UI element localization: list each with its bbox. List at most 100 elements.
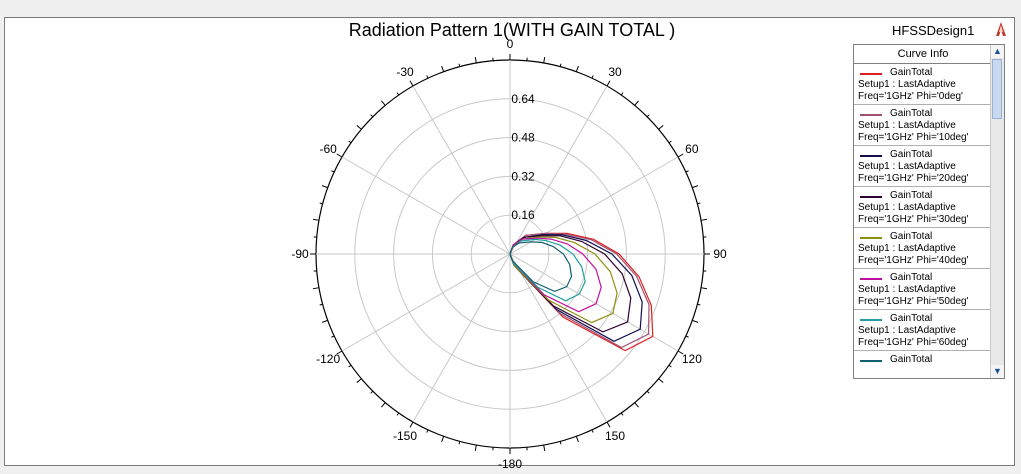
angle-tick-label: 150 — [605, 429, 625, 443]
legend-entry[interactable]: GainTotal — [854, 351, 992, 378]
radial-tick-label: 0.48 — [511, 131, 535, 145]
angle-tick — [606, 80, 611, 87]
scroll-down-icon[interactable]: ▼ — [991, 365, 1004, 378]
grid-spoke — [412, 253, 511, 423]
legend-entry-name: GainTotal — [890, 354, 933, 365]
angle-tick — [458, 63, 461, 67]
angle-tick — [441, 436, 445, 443]
angle-tick — [677, 153, 684, 158]
angle-tick — [319, 202, 323, 205]
angle-tick — [348, 140, 352, 144]
angle-tick — [409, 80, 414, 87]
angle-tick — [474, 56, 477, 64]
legend-entry-name: GainTotal — [890, 313, 933, 324]
legend-entry-setup: Setup1 : LastAdaptive — [858, 284, 956, 295]
angle-tick-label: 0 — [507, 37, 514, 51]
angle-tick — [677, 350, 684, 355]
legend-entry-setup: Setup1 : LastAdaptive — [858, 243, 956, 254]
angle-tick-label: -180 — [498, 457, 522, 471]
angle-tick — [356, 378, 362, 383]
angle-tick — [543, 56, 546, 64]
angle-tick-label: -90 — [291, 247, 309, 261]
angle-tick — [370, 114, 374, 118]
angle-tick-label: -150 — [393, 429, 417, 443]
angle-tick — [646, 390, 650, 394]
pattern-series-line — [509, 235, 632, 333]
grid-spoke — [412, 85, 511, 255]
legend-entry-setup: Setup1 : LastAdaptive — [858, 202, 956, 213]
angle-tick — [381, 100, 386, 106]
legend-entry[interactable]: GainTotal Setup1 : LastAdaptive Freq='1GHz… — [854, 228, 992, 269]
legend-entry-setup: Setup1 : LastAdaptive — [858, 161, 956, 172]
angle-tick-label: 30 — [608, 65, 622, 79]
angle-tick — [658, 378, 664, 383]
pattern-series-line — [509, 237, 602, 313]
angle-tick — [700, 218, 708, 221]
legend-entry-freq: Freq='1GHz' Phi='40deg' — [858, 255, 969, 266]
hfss-logo-icon — [996, 22, 1006, 36]
pattern-curves — [509, 232, 654, 352]
angle-tick — [591, 429, 594, 433]
legend-entry-freq: Freq='1GHz' Phi='60deg' — [858, 337, 969, 348]
legend-entry[interactable]: GainTotal Setup1 : LastAdaptive Freq='1GHz… — [854, 105, 992, 146]
angle-tick — [321, 185, 328, 189]
legend-entry[interactable]: GainTotal Setup1 : LastAdaptive Freq='1GHz… — [854, 64, 992, 105]
polar-grid — [310, 54, 710, 454]
legend-entry-setup: Setup1 : LastAdaptive — [858, 79, 956, 90]
scroll-thumb[interactable] — [992, 59, 1002, 119]
legend-entry-name: GainTotal — [890, 190, 933, 201]
angle-tick — [620, 412, 624, 416]
angle-tick — [321, 319, 328, 323]
grid-spoke — [509, 253, 679, 352]
legend-entry-name: GainTotal — [890, 272, 933, 283]
legend-swatch — [860, 114, 882, 116]
legend-swatch — [860, 360, 882, 362]
angle-tick-label: -120 — [316, 352, 340, 366]
angle-tick — [575, 65, 579, 72]
legend-entry[interactable]: GainTotal Setup1 : LastAdaptive Freq='1GHz… — [854, 269, 992, 310]
angle-tick — [543, 444, 546, 452]
angle-tick — [396, 92, 400, 96]
angle-tick — [312, 218, 320, 221]
legend-entry-freq: Freq='1GHz' Phi='20deg' — [858, 173, 969, 184]
angle-tick — [409, 421, 414, 428]
angle-tick — [575, 436, 579, 443]
radial-tick-label: 0.16 — [511, 208, 535, 222]
legend-entry[interactable]: GainTotal Setup1 : LastAdaptive Freq='1GHz… — [854, 310, 992, 351]
pattern-series-line — [509, 238, 586, 302]
legend-entry[interactable]: GainTotal Setup1 : LastAdaptive Freq='1GHz… — [854, 187, 992, 228]
legend-entry-name: GainTotal — [890, 231, 933, 242]
legend-swatch — [860, 196, 882, 198]
legend-swatch — [860, 237, 882, 239]
angle-tick — [396, 412, 400, 416]
grid-spoke — [509, 85, 608, 255]
legend-entries: GainTotal Setup1 : LastAdaptive Freq='1GHz… — [854, 64, 992, 378]
angle-tick — [559, 63, 562, 67]
angle-tick — [668, 140, 672, 144]
legend-entry-freq: Freq='1GHz' Phi='30deg' — [858, 214, 969, 225]
angle-tick-label: -30 — [396, 65, 414, 79]
legend-swatch — [860, 319, 882, 321]
angle-tick — [697, 303, 701, 306]
angle-tick — [348, 364, 352, 368]
angle-tick — [634, 100, 639, 106]
legend-entry[interactable]: GainTotal Setup1 : LastAdaptive Freq='1GHz… — [854, 146, 992, 187]
angle-tick — [559, 441, 562, 445]
angle-tick — [426, 75, 429, 79]
angle-tick-label: 90 — [713, 247, 727, 261]
grid-spoke — [509, 253, 608, 423]
legend-swatch — [860, 155, 882, 157]
angle-tick — [685, 170, 689, 173]
angle-tick — [319, 303, 323, 306]
angle-tick — [620, 92, 624, 96]
legend-header: Curve Info — [854, 45, 992, 64]
legend-entry-setup: Setup1 : LastAdaptive — [858, 120, 956, 131]
angle-tick — [634, 402, 639, 408]
legend-scrollbar[interactable]: ▲ ▼ — [990, 45, 1004, 378]
radial-tick-label: 0.32 — [511, 169, 535, 183]
scroll-up-icon[interactable]: ▲ — [991, 45, 1004, 58]
curve-info-legend[interactable]: Curve Info GainTotal Setup1 : LastAdaptiv… — [853, 44, 1005, 379]
legend-swatch — [860, 73, 882, 75]
legend-entry-name: GainTotal — [890, 149, 933, 160]
